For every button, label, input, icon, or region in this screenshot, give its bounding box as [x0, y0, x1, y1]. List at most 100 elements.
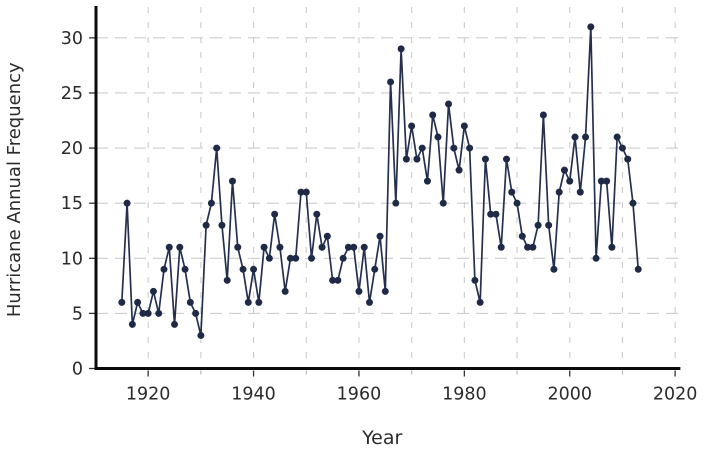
data-point [355, 287, 363, 295]
data-point [239, 265, 247, 273]
data-point [597, 177, 605, 185]
data-point [587, 23, 595, 31]
data-point [128, 320, 136, 328]
data-point [508, 188, 516, 196]
data-point [576, 188, 584, 196]
data-point [265, 254, 273, 262]
x-tick-label: 1920 [126, 385, 171, 405]
x-tick-label: 1940 [231, 385, 276, 405]
y-tick-label: 20 [61, 139, 83, 159]
x-tick-label: 2020 [653, 385, 698, 405]
data-point [497, 243, 505, 251]
y-axis-label: Hurricane Annual Frequency [4, 62, 25, 317]
data-point [234, 243, 242, 251]
data-point [123, 199, 131, 207]
x-tick-label: 1980 [442, 385, 487, 405]
data-point [560, 166, 568, 174]
data-point [397, 45, 405, 53]
data-point [460, 122, 468, 130]
data-point [592, 254, 600, 262]
data-point [476, 298, 484, 306]
data-point [371, 265, 379, 273]
data-point [365, 298, 373, 306]
data-point [392, 199, 400, 207]
data-point [513, 199, 521, 207]
data-point [207, 199, 215, 207]
data-point [539, 111, 547, 119]
data-point [360, 243, 368, 251]
data-point [524, 243, 532, 251]
data-point [413, 155, 421, 163]
y-tick-label: 30 [61, 29, 83, 49]
data-point [292, 254, 300, 262]
data-point [439, 199, 447, 207]
data-point [534, 221, 542, 229]
data-point [186, 298, 194, 306]
data-point [423, 177, 431, 185]
data-point [618, 144, 626, 152]
data-point [613, 133, 621, 141]
data-point [550, 265, 558, 273]
data-point [487, 210, 495, 218]
data-point [471, 276, 479, 284]
data-point [555, 188, 563, 196]
data-point [118, 298, 126, 306]
data-point [171, 320, 179, 328]
data-point [297, 188, 305, 196]
data-point [334, 276, 342, 284]
data-point [192, 309, 200, 317]
data-point [228, 177, 236, 185]
data-point [329, 276, 337, 284]
data-point [144, 309, 152, 317]
data-point [434, 133, 442, 141]
data-point [271, 210, 279, 218]
data-point [197, 331, 205, 339]
data-point [418, 144, 426, 152]
tick-marks [89, 37, 676, 377]
data-point [608, 243, 616, 251]
data-point [481, 155, 489, 163]
data-point [529, 243, 537, 251]
data-point [160, 265, 168, 273]
data-point [466, 144, 474, 152]
y-tick-label: 25 [61, 84, 83, 104]
tick-labels: 1920 1940 1960 1980 2000 2020 0 5 10 15 20 25 30 [61, 29, 698, 405]
data-point [402, 155, 410, 163]
data-point [181, 265, 189, 273]
data-point [255, 298, 263, 306]
data-point [344, 243, 352, 251]
data-series [118, 23, 642, 339]
data-point [165, 243, 173, 251]
data-point [450, 144, 458, 152]
data-point [250, 265, 258, 273]
x-axis-label: Year [361, 427, 402, 449]
data-point [582, 133, 590, 141]
data-point [202, 221, 210, 229]
data-point [571, 133, 579, 141]
data-point [408, 122, 416, 130]
data-point [155, 309, 163, 317]
data-line [120, 25, 640, 337]
data-point [376, 232, 384, 240]
data-point [429, 111, 437, 119]
data-point [503, 155, 510, 163]
data-point [302, 188, 310, 196]
x-tick-label: 2000 [547, 385, 592, 405]
axis-spines [94, 6, 681, 370]
data-point [566, 177, 574, 185]
data-point [313, 210, 321, 218]
data-point [387, 78, 395, 86]
data-point [218, 221, 226, 229]
data-point [350, 243, 358, 251]
data-point [134, 298, 142, 306]
data-point [139, 309, 147, 317]
x-tick-label: 1960 [337, 385, 382, 405]
data-point [213, 144, 221, 152]
data-point [603, 177, 611, 185]
data-point [276, 243, 284, 251]
data-point [518, 232, 526, 240]
data-point [629, 199, 637, 207]
data-point [545, 221, 553, 229]
